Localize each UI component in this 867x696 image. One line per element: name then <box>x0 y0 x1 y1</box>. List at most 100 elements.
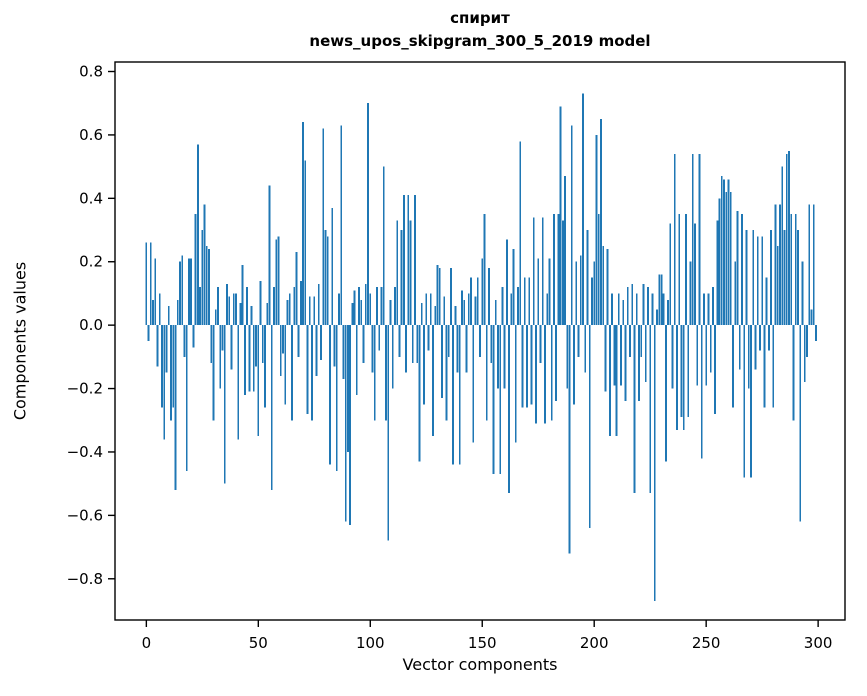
bar <box>389 299 392 326</box>
bar <box>745 230 748 326</box>
bar <box>264 325 266 408</box>
bar <box>671 325 674 389</box>
bar <box>741 214 743 326</box>
bar <box>385 325 387 421</box>
bar <box>676 325 678 430</box>
bar <box>360 299 363 326</box>
bar <box>714 325 717 414</box>
bar <box>653 325 656 601</box>
bar <box>329 325 331 465</box>
bar <box>284 325 287 405</box>
bar <box>635 293 638 326</box>
bar <box>147 325 150 341</box>
bar <box>163 325 166 440</box>
bar <box>380 287 383 326</box>
bar <box>579 255 582 326</box>
bar <box>499 325 502 475</box>
bar <box>638 325 640 402</box>
bar <box>725 191 728 326</box>
bar <box>535 325 537 424</box>
bar <box>411 325 414 364</box>
bar <box>398 325 401 357</box>
bar <box>208 249 210 326</box>
bar <box>192 325 195 348</box>
y-tick-label: −0.2 <box>67 380 103 398</box>
bar <box>333 325 336 367</box>
bar <box>423 325 425 405</box>
bar <box>243 325 246 395</box>
bar <box>555 325 558 402</box>
bar <box>483 214 486 326</box>
bar <box>662 293 665 326</box>
y-tick-label: 0.2 <box>79 253 103 271</box>
bar <box>364 283 367 326</box>
bar <box>179 261 181 326</box>
bar <box>311 325 313 421</box>
bar <box>720 176 723 326</box>
bar <box>680 325 683 418</box>
bar <box>371 325 374 373</box>
bar <box>673 153 676 326</box>
bar <box>808 204 811 326</box>
bar <box>546 293 549 326</box>
bar <box>586 230 589 326</box>
bar <box>582 93 584 326</box>
bar <box>633 325 636 494</box>
bar <box>369 293 372 326</box>
bar <box>378 325 381 351</box>
bar <box>687 325 690 418</box>
x-tick-label: 0 <box>142 634 152 652</box>
bar <box>523 277 526 326</box>
bar <box>781 166 784 326</box>
bar <box>557 214 560 326</box>
bar <box>503 325 506 389</box>
bar <box>156 325 159 367</box>
bar <box>230 325 233 370</box>
bar <box>727 179 730 326</box>
bar <box>501 287 504 326</box>
x-tick-label: 300 <box>804 634 833 652</box>
chart-title: спирит <box>450 9 510 27</box>
bar <box>241 264 244 326</box>
bar <box>526 325 528 408</box>
bar <box>606 249 609 326</box>
bar <box>494 299 497 326</box>
bar <box>219 325 222 389</box>
bar <box>161 325 163 408</box>
bar <box>232 293 235 326</box>
bar <box>226 283 228 326</box>
bar <box>167 306 170 326</box>
bar <box>373 325 376 421</box>
bar <box>788 150 790 326</box>
bar <box>732 325 734 408</box>
bar <box>644 325 647 383</box>
bar <box>405 325 407 373</box>
bar <box>700 325 703 459</box>
bar <box>268 185 271 326</box>
bar <box>472 325 475 443</box>
bar <box>669 223 672 326</box>
bar <box>461 290 463 326</box>
bar <box>246 287 249 326</box>
bar <box>456 325 459 373</box>
bar <box>302 122 304 326</box>
bar <box>658 274 661 326</box>
bar <box>434 306 437 326</box>
bar <box>785 153 788 326</box>
bar <box>660 274 663 326</box>
bar <box>651 293 654 326</box>
bar <box>752 230 755 326</box>
bar <box>564 176 566 326</box>
bar <box>559 106 562 326</box>
bar <box>266 302 269 326</box>
bar <box>703 293 705 326</box>
bar <box>259 280 262 326</box>
bar <box>519 141 522 326</box>
x-tick-label: 50 <box>249 634 268 652</box>
bar <box>344 325 347 522</box>
bar <box>575 261 578 326</box>
bar <box>427 325 430 351</box>
bar <box>532 217 535 326</box>
bar <box>418 325 421 462</box>
